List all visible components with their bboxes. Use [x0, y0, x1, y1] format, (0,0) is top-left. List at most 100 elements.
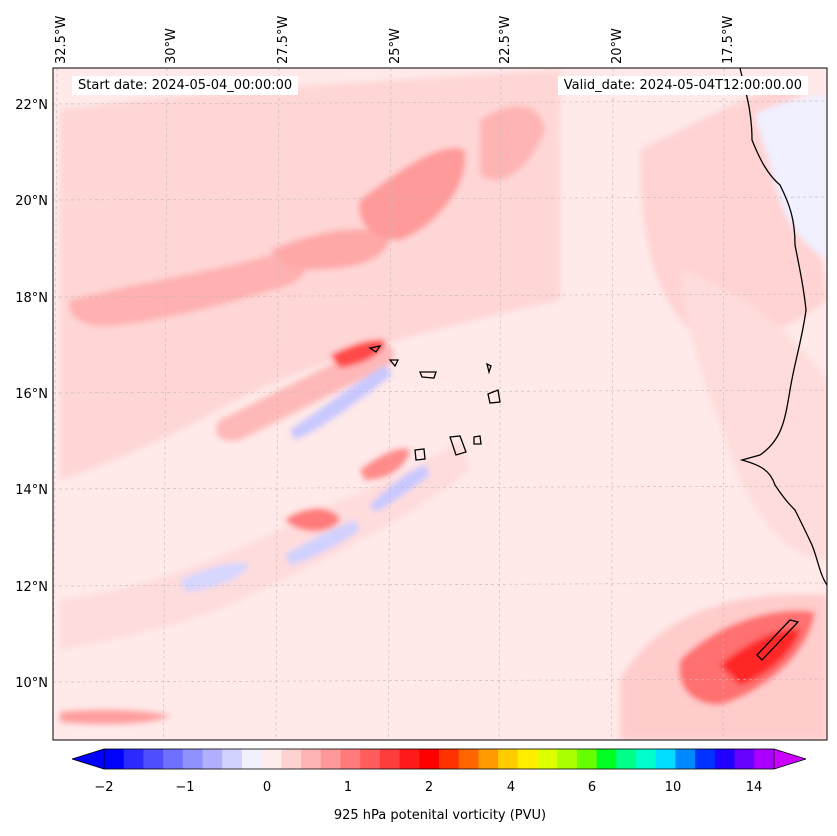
colorbar-segment: [320, 749, 341, 769]
island-maio: [473, 435, 482, 445]
colorbar-segment: [340, 749, 361, 769]
lon-label-27-5w: 27.5°W: [276, 15, 291, 64]
start-date-annotation: Start date: 2024-05-04_00:00:00: [72, 76, 299, 95]
colorbar-segment: [478, 749, 499, 769]
pv-filament-22n: [480, 106, 545, 180]
colorbar-tick: 0: [262, 780, 272, 795]
pv-field: [53, 68, 827, 740]
colorbar-tick: −1: [175, 780, 195, 795]
island-sao-nicolau: [419, 371, 437, 379]
colorbar-segment: [498, 749, 519, 769]
pv-filament-18n: [69, 254, 305, 327]
lon-label-25w: 25°W: [388, 28, 403, 64]
colorbar-segment: [616, 749, 637, 769]
colorbar-tick: 4: [506, 780, 516, 795]
pv-filament-16n: [216, 343, 394, 442]
island-santo-antao: [368, 345, 382, 353]
meridian-line: [163, 68, 168, 740]
lat-label-22n: 22°N: [15, 98, 48, 113]
colorbar-extend-high: [774, 749, 806, 769]
island-fogo: [414, 448, 426, 461]
colorbar-segment: [458, 749, 479, 769]
colorbar-segment: [360, 749, 381, 769]
colorbar-segment: [123, 749, 144, 769]
lat-label-16n: 16°N: [15, 387, 48, 402]
colorbar-segment: [754, 749, 775, 769]
colorbar-segment: [281, 749, 302, 769]
colorbar-segment: [576, 749, 598, 769]
colorbar-segment: [419, 749, 440, 769]
pv-max-fogo: [360, 448, 410, 480]
colorbar-segment: [695, 749, 716, 769]
meridian-line: [722, 68, 725, 740]
meridian-line: [388, 68, 392, 740]
colorbar-frame: [103, 748, 775, 770]
lat-label-10n: 10°N: [15, 676, 48, 691]
meridian-line: [498, 68, 502, 740]
colorbar-segment: [734, 749, 755, 769]
lat-label-20n: 20°N: [15, 194, 48, 209]
colorbar-segment: [439, 749, 460, 769]
pv-min-lee-fogo: [370, 465, 430, 512]
valid-date-annotation: Valid_date: 2024-05-04T12:00:00.00: [557, 76, 808, 95]
colorbar-segment: [399, 749, 420, 769]
pv-min-12n: [180, 563, 250, 592]
meridian-line: [611, 68, 614, 740]
island-boa-vista: [487, 389, 501, 404]
map-gridlines: [53, 68, 827, 740]
pv-max-guinea-core: [720, 629, 800, 685]
colorbar-segment: [557, 749, 578, 769]
meridian-line: [275, 68, 280, 740]
pv-contours: [60, 70, 827, 740]
colorbar-segment: [379, 749, 401, 769]
colorbar-tick: 2: [424, 780, 434, 795]
island-santiago: [449, 435, 467, 456]
lon-label-22-5w: 22.5°W: [498, 15, 513, 64]
map-frame: [52, 67, 828, 741]
meridian-line: [53, 68, 58, 740]
colorbar-segment: [517, 749, 539, 769]
colorbar: [104, 749, 775, 769]
colorbar-segment: [182, 749, 204, 769]
colorbar-segment: [222, 749, 243, 769]
pv-min-sahara: [755, 95, 827, 260]
island-sal: [486, 362, 492, 375]
colorbar-segment: [636, 749, 657, 769]
lat-label-14n: 14°N: [15, 483, 48, 498]
pv-min-lee-cape-verde: [290, 365, 392, 440]
colorbar-segment: [714, 749, 736, 769]
colorbar-segment: [202, 749, 223, 769]
colorbar-tick: 10: [664, 780, 682, 795]
coastlines: [368, 68, 827, 661]
colorbar-segment: [143, 749, 164, 769]
colorbar-extend-outline: [71, 748, 807, 770]
colorbar-label: 925 hPa potenital vorticity (PVU): [333, 808, 547, 823]
colorbar-tick: −2: [94, 780, 114, 795]
colorbar-extend-low: [72, 749, 104, 769]
colorbar-segment: [163, 749, 184, 769]
lon-label-20w: 20°W: [610, 28, 625, 64]
pv-max-cape-verde: [330, 339, 385, 368]
pv-filament-9n: [60, 709, 170, 725]
pv-band-south: [60, 440, 470, 650]
coastline-bijagos: [756, 619, 800, 661]
pv-filament-20n: [359, 148, 466, 240]
lat-label-12n: 12°N: [15, 580, 48, 595]
colorbar-tick: 6: [587, 780, 597, 795]
colorbar-segment: [675, 749, 696, 769]
colorbar-segment: [104, 749, 125, 769]
colorbar-tick: 1: [343, 780, 353, 795]
island-sao-vicente: [388, 359, 400, 368]
pv-min-13n: [285, 520, 360, 565]
colorbar-segment: [596, 749, 617, 769]
colorbar-segment: [655, 749, 676, 769]
pv-max-13n: [285, 508, 340, 532]
colorbar-tick: 14: [745, 780, 763, 795]
lon-label-30w: 30°W: [164, 28, 179, 64]
colorbar-segment: [261, 749, 282, 769]
colorbar-segment: [301, 749, 322, 769]
lon-label-32-5w: 32.5°W: [54, 15, 69, 64]
lon-label-17-5w: 17.5°W: [721, 15, 736, 64]
lat-label-18n: 18°N: [15, 291, 48, 306]
